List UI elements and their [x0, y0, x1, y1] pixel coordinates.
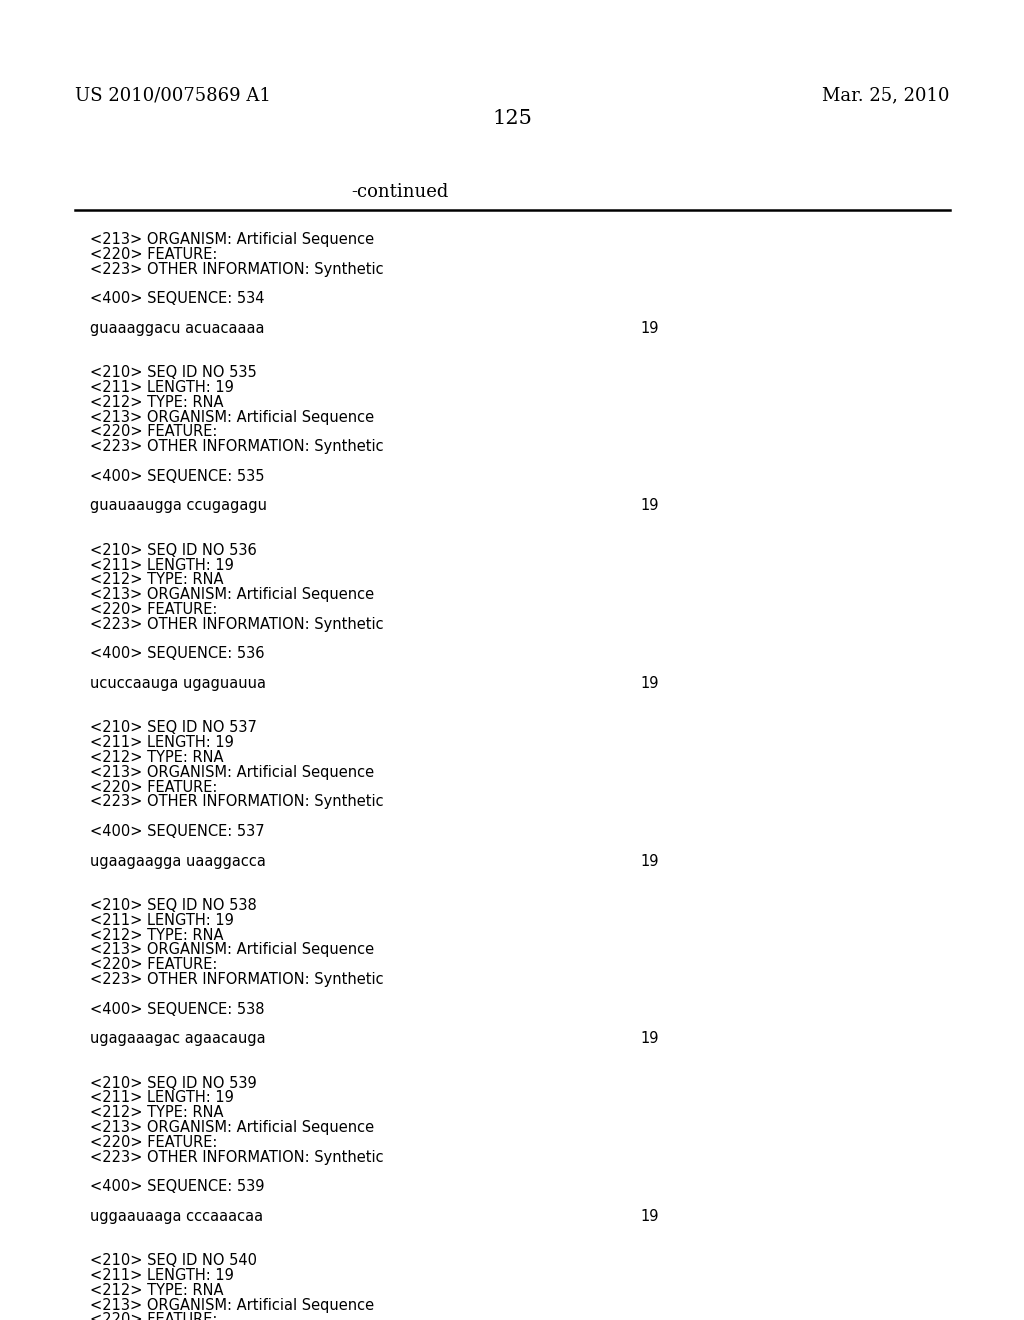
Text: ugaagaagga uaaggacca: ugaagaagga uaaggacca	[90, 854, 266, 869]
Text: <213> ORGANISM: Artificial Sequence: <213> ORGANISM: Artificial Sequence	[90, 1119, 374, 1135]
Text: <220> FEATURE:: <220> FEATURE:	[90, 1312, 217, 1320]
Text: 19: 19	[640, 854, 658, 869]
Text: <223> OTHER INFORMATION: Synthetic: <223> OTHER INFORMATION: Synthetic	[90, 972, 384, 987]
Text: <210> SEQ ID NO 538: <210> SEQ ID NO 538	[90, 898, 257, 913]
Text: <220> FEATURE:: <220> FEATURE:	[90, 780, 217, 795]
Text: -continued: -continued	[351, 183, 449, 201]
Text: <211> LENGTH: 19: <211> LENGTH: 19	[90, 380, 233, 395]
Text: <213> ORGANISM: Artificial Sequence: <213> ORGANISM: Artificial Sequence	[90, 587, 374, 602]
Text: US 2010/0075869 A1: US 2010/0075869 A1	[75, 86, 271, 104]
Text: <212> TYPE: RNA: <212> TYPE: RNA	[90, 750, 223, 766]
Text: <223> OTHER INFORMATION: Synthetic: <223> OTHER INFORMATION: Synthetic	[90, 440, 384, 454]
Text: <211> LENGTH: 19: <211> LENGTH: 19	[90, 557, 233, 573]
Text: 19: 19	[640, 321, 658, 335]
Text: <210> SEQ ID NO 539: <210> SEQ ID NO 539	[90, 1076, 257, 1090]
Text: ucuccaauga ugaguauua: ucuccaauga ugaguauua	[90, 676, 266, 690]
Text: <400> SEQUENCE: 534: <400> SEQUENCE: 534	[90, 292, 264, 306]
Text: <213> ORGANISM: Artificial Sequence: <213> ORGANISM: Artificial Sequence	[90, 942, 374, 957]
Text: <220> FEATURE:: <220> FEATURE:	[90, 1135, 217, 1150]
Text: 19: 19	[640, 499, 658, 513]
Text: <223> OTHER INFORMATION: Synthetic: <223> OTHER INFORMATION: Synthetic	[90, 261, 384, 277]
Text: <211> LENGTH: 19: <211> LENGTH: 19	[90, 913, 233, 928]
Text: Mar. 25, 2010: Mar. 25, 2010	[822, 86, 950, 104]
Text: <213> ORGANISM: Artificial Sequence: <213> ORGANISM: Artificial Sequence	[90, 409, 374, 425]
Text: <223> OTHER INFORMATION: Synthetic: <223> OTHER INFORMATION: Synthetic	[90, 616, 384, 632]
Text: <210> SEQ ID NO 537: <210> SEQ ID NO 537	[90, 721, 257, 735]
Text: <400> SEQUENCE: 535: <400> SEQUENCE: 535	[90, 469, 264, 484]
Text: <400> SEQUENCE: 537: <400> SEQUENCE: 537	[90, 824, 264, 840]
Text: 19: 19	[640, 1209, 658, 1224]
Text: guaaaggacu acuacaaaa: guaaaggacu acuacaaaa	[90, 321, 264, 335]
Text: ugagaaagac agaacauga: ugagaaagac agaacauga	[90, 1031, 265, 1047]
Text: <220> FEATURE:: <220> FEATURE:	[90, 602, 217, 616]
Text: <213> ORGANISM: Artificial Sequence: <213> ORGANISM: Artificial Sequence	[90, 232, 374, 247]
Text: <223> OTHER INFORMATION: Synthetic: <223> OTHER INFORMATION: Synthetic	[90, 795, 384, 809]
Text: <223> OTHER INFORMATION: Synthetic: <223> OTHER INFORMATION: Synthetic	[90, 1150, 384, 1164]
Text: <213> ORGANISM: Artificial Sequence: <213> ORGANISM: Artificial Sequence	[90, 1298, 374, 1312]
Text: <210> SEQ ID NO 540: <210> SEQ ID NO 540	[90, 1253, 257, 1269]
Text: 125: 125	[493, 108, 531, 128]
Text: <212> TYPE: RNA: <212> TYPE: RNA	[90, 395, 223, 409]
Text: 19: 19	[640, 676, 658, 690]
Text: <212> TYPE: RNA: <212> TYPE: RNA	[90, 573, 223, 587]
Text: <400> SEQUENCE: 539: <400> SEQUENCE: 539	[90, 1179, 264, 1195]
Text: <211> LENGTH: 19: <211> LENGTH: 19	[90, 735, 233, 750]
Text: <400> SEQUENCE: 536: <400> SEQUENCE: 536	[90, 647, 264, 661]
Text: 19: 19	[640, 1031, 658, 1047]
Text: <220> FEATURE:: <220> FEATURE:	[90, 957, 217, 973]
Text: guauaaugga ccugagagu: guauaaugga ccugagagu	[90, 499, 267, 513]
Text: <210> SEQ ID NO 535: <210> SEQ ID NO 535	[90, 366, 257, 380]
Text: <210> SEQ ID NO 536: <210> SEQ ID NO 536	[90, 543, 257, 558]
Text: <220> FEATURE:: <220> FEATURE:	[90, 425, 217, 440]
Text: <212> TYPE: RNA: <212> TYPE: RNA	[90, 1283, 223, 1298]
Text: <212> TYPE: RNA: <212> TYPE: RNA	[90, 1105, 223, 1121]
Text: <211> LENGTH: 19: <211> LENGTH: 19	[90, 1090, 233, 1105]
Text: <212> TYPE: RNA: <212> TYPE: RNA	[90, 928, 223, 942]
Text: <400> SEQUENCE: 538: <400> SEQUENCE: 538	[90, 1002, 264, 1016]
Text: <220> FEATURE:: <220> FEATURE:	[90, 247, 217, 261]
Text: <211> LENGTH: 19: <211> LENGTH: 19	[90, 1269, 233, 1283]
Text: uggaauaaga cccaaacaa: uggaauaaga cccaaacaa	[90, 1209, 263, 1224]
Text: <213> ORGANISM: Artificial Sequence: <213> ORGANISM: Artificial Sequence	[90, 764, 374, 780]
